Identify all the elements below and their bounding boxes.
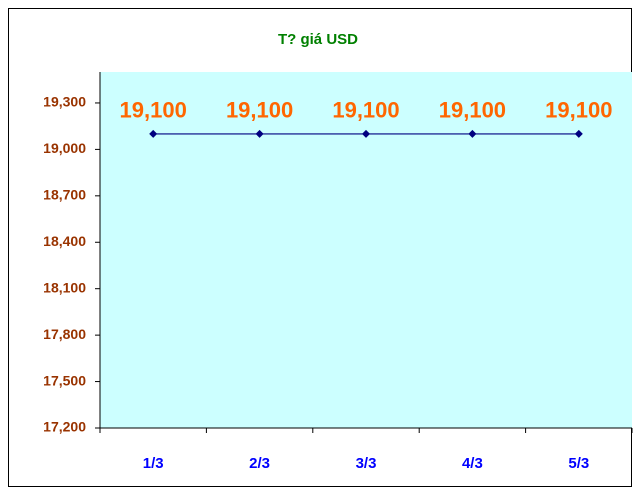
chart-title: T? giá USD bbox=[278, 31, 358, 48]
data-label: 19,100 bbox=[332, 98, 399, 123]
plot-area bbox=[100, 72, 632, 428]
marker bbox=[255, 129, 264, 138]
data-label: 19,100 bbox=[226, 98, 293, 123]
y-tick-label: 18,700 bbox=[43, 187, 86, 203]
data-label: 19,100 bbox=[439, 98, 506, 123]
x-tick-label: 2/3 bbox=[249, 455, 270, 472]
y-tick-label: 19,000 bbox=[43, 140, 86, 156]
y-tick-label: 18,100 bbox=[43, 279, 86, 295]
data-label: 19,100 bbox=[120, 98, 187, 123]
marker bbox=[468, 129, 477, 138]
y-tick-label: 17,200 bbox=[43, 419, 86, 435]
data-label: 19,100 bbox=[545, 98, 612, 123]
y-tick-label: 18,400 bbox=[43, 233, 86, 249]
y-tick-label: 17,800 bbox=[43, 326, 86, 342]
marker bbox=[362, 129, 370, 138]
x-tick-label: 1/3 bbox=[143, 455, 164, 472]
y-tick-label: 19,300 bbox=[43, 94, 86, 110]
marker bbox=[149, 129, 158, 138]
x-tick-label: 3/3 bbox=[356, 455, 377, 472]
x-tick-label: 4/3 bbox=[462, 455, 483, 472]
x-tick-label: 5/3 bbox=[568, 455, 589, 472]
y-tick-label: 17,500 bbox=[43, 372, 86, 388]
marker bbox=[574, 129, 583, 138]
